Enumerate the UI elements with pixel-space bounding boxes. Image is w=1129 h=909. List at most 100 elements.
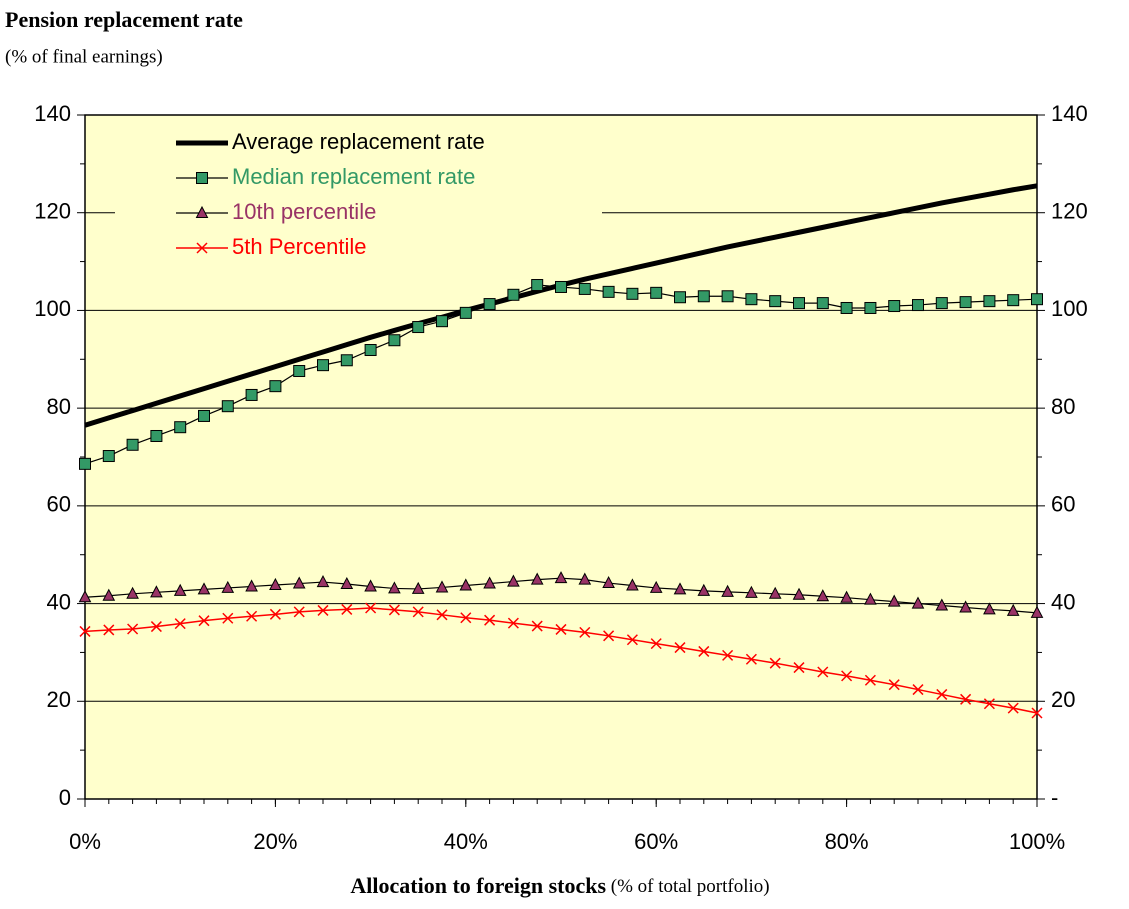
- marker: [983, 602, 996, 615]
- marker: [936, 688, 948, 700]
- marker: [1031, 707, 1043, 719]
- marker: [412, 321, 425, 334]
- marker: [316, 574, 330, 588]
- marker: [126, 438, 139, 451]
- marker: [174, 421, 187, 434]
- marker: [626, 287, 639, 300]
- marker: [198, 409, 210, 422]
- marker: [674, 291, 686, 304]
- marker: [317, 359, 329, 372]
- chart-subtitle: (% of final earnings): [5, 46, 163, 67]
- marker: [197, 582, 211, 595]
- marker: [817, 666, 829, 678]
- y2-tick-label: -: [1051, 785, 1058, 810]
- marker: [1007, 294, 1020, 307]
- marker: [722, 649, 734, 661]
- marker: [745, 585, 758, 598]
- marker: [174, 618, 186, 630]
- marker: [650, 286, 663, 299]
- marker: [650, 638, 662, 650]
- marker: [364, 344, 377, 357]
- marker: [245, 388, 258, 401]
- marker: [792, 587, 806, 600]
- legend-label: 5th Percentile: [232, 234, 367, 259]
- legend-label: Average replacement rate: [232, 129, 485, 154]
- marker: [484, 614, 496, 626]
- marker: [721, 584, 734, 597]
- marker: [531, 279, 544, 292]
- marker: [602, 285, 615, 298]
- marker: [912, 299, 924, 312]
- marker: [912, 684, 924, 696]
- marker: [674, 642, 686, 654]
- legend-box: [115, 127, 602, 265]
- marker: [483, 298, 496, 311]
- marker: [793, 297, 805, 310]
- legend-label: Median replacement rate: [232, 164, 475, 189]
- marker: [983, 698, 995, 710]
- marker: [960, 693, 972, 705]
- x-tick-label: 0%: [69, 829, 101, 854]
- chart-title: Pension replacement rate: [5, 7, 243, 32]
- marker: [388, 334, 401, 347]
- marker: [840, 590, 853, 603]
- marker: [626, 578, 639, 591]
- y-tick-label: 100: [34, 296, 71, 321]
- marker: [983, 295, 996, 308]
- x-axis-title: Allocation to foreign stocks: [350, 873, 606, 898]
- marker: [555, 623, 567, 635]
- marker: [911, 596, 925, 609]
- x-axis-note: (% of total portfolio): [606, 876, 770, 897]
- marker: [603, 630, 615, 642]
- plot-border: [84, 114, 1038, 800]
- marker: [698, 645, 710, 657]
- marker: [388, 604, 400, 616]
- y2-tick-label: 60: [1051, 492, 1075, 517]
- marker: [793, 662, 805, 674]
- marker: [769, 295, 782, 308]
- y-tick-label: 60: [47, 492, 71, 517]
- x-axis-label: Allocation to foreign stocks (% of total…: [350, 873, 769, 898]
- marker: [507, 574, 520, 587]
- marker: [173, 583, 187, 596]
- y-tick-label: 120: [34, 199, 71, 224]
- y-tick-label: 0: [59, 785, 71, 810]
- marker: [745, 653, 757, 665]
- marker: [888, 679, 900, 691]
- marker: [1031, 293, 1043, 306]
- marker: [602, 575, 615, 589]
- marker: [150, 429, 163, 442]
- y2-tick-label: 120: [1051, 199, 1088, 224]
- marker: [507, 617, 519, 629]
- marker: [578, 572, 592, 585]
- x-tick-label: 100%: [1009, 829, 1065, 854]
- marker: [864, 301, 877, 314]
- marker: [864, 592, 877, 605]
- marker: [341, 603, 353, 615]
- marker: [317, 604, 329, 616]
- marker: [196, 242, 208, 254]
- y-tick-label: 80: [47, 394, 71, 419]
- x-tick-label: 40%: [444, 829, 488, 854]
- marker: [222, 612, 234, 624]
- marker: [198, 615, 210, 627]
- marker: [388, 581, 401, 594]
- marker: [269, 380, 282, 393]
- marker: [102, 588, 116, 601]
- legend-label: 10th percentile: [232, 199, 376, 224]
- marker: [626, 634, 638, 646]
- marker: [102, 450, 115, 463]
- marker: [269, 608, 281, 620]
- marker: [959, 600, 972, 613]
- marker: [435, 580, 449, 593]
- marker: [79, 625, 91, 637]
- marker: [103, 624, 115, 636]
- marker: [459, 578, 473, 591]
- marker: [293, 606, 305, 618]
- marker: [579, 626, 591, 638]
- marker: [364, 579, 377, 592]
- marker: [554, 571, 568, 584]
- marker: [340, 576, 354, 590]
- marker: [195, 205, 209, 218]
